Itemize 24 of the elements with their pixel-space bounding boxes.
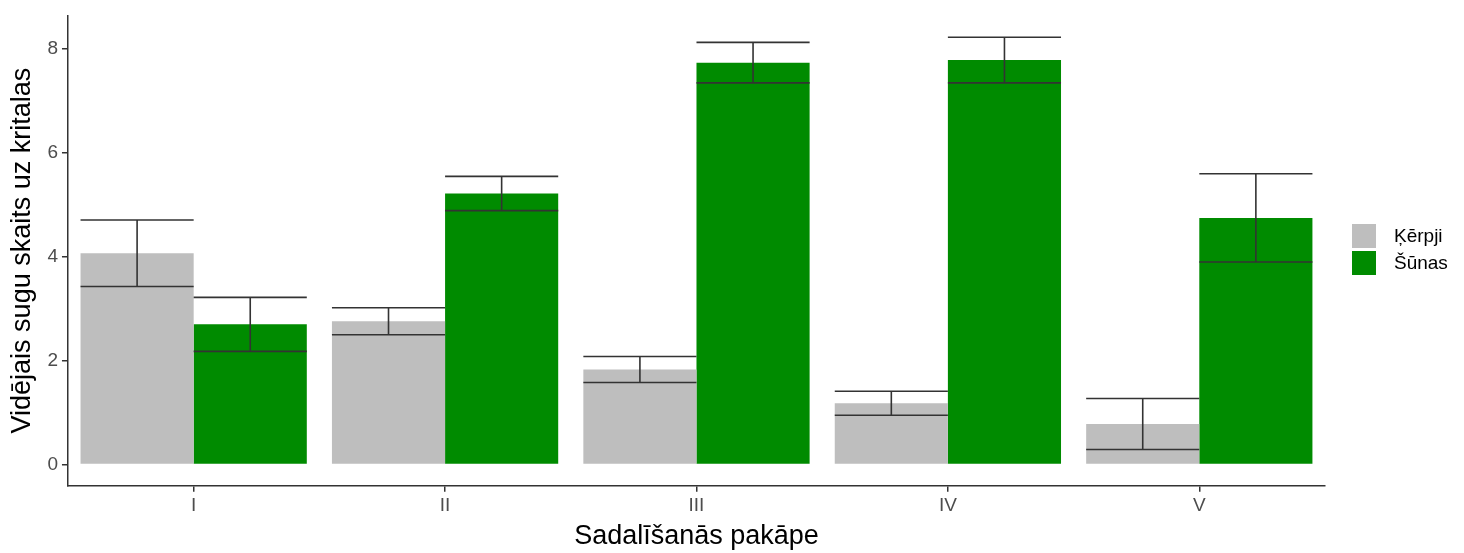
y-tick-label: 6: [47, 141, 58, 163]
bar: [1199, 217, 1313, 464]
y-tick-label: 0: [47, 452, 58, 474]
legend-label: Šūnas: [1394, 251, 1448, 274]
bar: [80, 253, 194, 464]
bar: [1086, 424, 1200, 464]
bar: [834, 403, 948, 464]
x-axis-title: Sadalīšanās pakāpe: [574, 520, 819, 551]
bar: [445, 193, 559, 464]
y-axis-title: Vidējais sugu skaits uz kritalas: [5, 67, 36, 434]
y-tick-label: 8: [47, 37, 58, 59]
x-tick-label: I: [191, 494, 197, 516]
y-tick-label: 4: [47, 245, 59, 267]
x-tick-label: IV: [938, 494, 958, 516]
legend-label: Ķērpji: [1394, 224, 1443, 247]
x-tick-label: II: [439, 494, 451, 516]
x-tick-label: III: [688, 494, 705, 516]
y-tick-label: 2: [47, 348, 58, 370]
bar: [331, 321, 446, 464]
bar: [583, 369, 697, 464]
x-tick-label: V: [1192, 494, 1206, 516]
bar: [696, 62, 810, 464]
bar: [947, 60, 1062, 464]
bar: [193, 324, 307, 464]
